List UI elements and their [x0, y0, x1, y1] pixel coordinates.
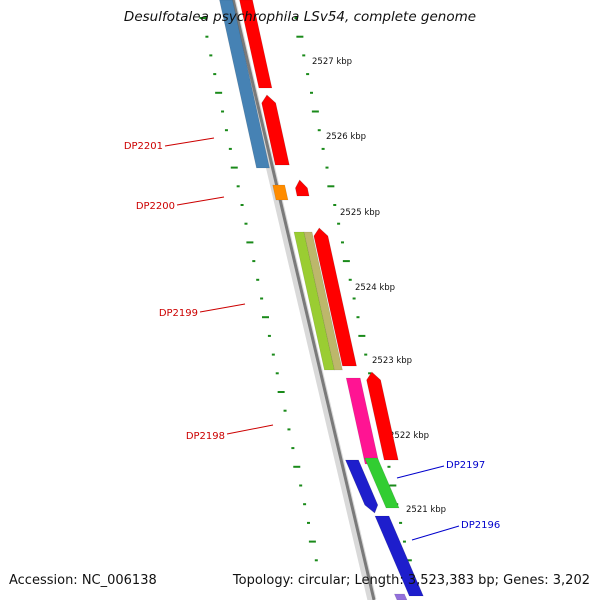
gene-leader-line — [226, 424, 274, 435]
cds-arrow-dp2200 — [295, 179, 310, 197]
genome-summary: Topology: circular; Length: 3,523,383 bp… — [232, 573, 590, 588]
cds-arrow-dp2199 — [313, 227, 357, 367]
kbp-tick-label: 2522 kbp — [389, 431, 429, 441]
gene-leader-line — [396, 465, 445, 479]
gene-label-dp2201: DP2201 — [124, 141, 163, 152]
gene-label-dp2200: DP2200 — [136, 201, 175, 212]
cds-arrow-dp2197 — [345, 459, 379, 514]
cog-band-dp2196 — [393, 593, 408, 600]
feature-layer — [219, 0, 424, 600]
backbone-line — [231, 0, 376, 600]
cds-dp2201-upper — [239, 0, 273, 89]
inner-tick-track — [199, 17, 318, 562]
label-layer: DP2201 DP2200 DP2199 DP2198 DP2197 DP2196 — [124, 137, 500, 541]
kbp-tick-label: 2525 kbp — [340, 208, 380, 218]
gene-label-dp2199: DP2199 — [159, 308, 198, 319]
cog-band-dp2200 — [272, 184, 289, 201]
kbp-tick-label: 2527 kbp — [312, 57, 352, 67]
kbp-tick-label: 2526 kbp — [326, 132, 366, 142]
gene-label-dp2196: DP2196 — [461, 520, 500, 531]
cds-arrow-dp2198 — [366, 371, 399, 461]
gene-leader-line — [411, 525, 460, 541]
kbp-tick-label: 2523 kbp — [372, 356, 412, 366]
kbp-tick-label: 2524 kbp — [355, 283, 395, 293]
backbone-shadow — [226, 0, 377, 600]
cog-band-dp2201 — [219, 0, 270, 169]
gene-leader-line — [176, 196, 225, 206]
cog-band-dp2197 — [364, 457, 400, 509]
map-title: Desulfotalea psychrophila LSv54, complet… — [123, 9, 477, 25]
cog-band2-dp2199 — [303, 231, 343, 371]
tick-layer: 2527 kbp 2526 kbp 2525 kbp 2524 kbp 2523 kbp… — [199, 17, 446, 562]
cds-dp2196 — [374, 515, 424, 597]
gene-leader-line — [199, 303, 246, 313]
gene-label-dp2198: DP2198 — [186, 431, 225, 442]
gene-label-dp2197: DP2197 — [446, 460, 485, 471]
kbp-tick-label: 2521 kbp — [406, 505, 446, 515]
gene-leader-line — [164, 137, 215, 147]
cds-arrow-dp2201 — [261, 94, 290, 166]
backbone-layer — [226, 0, 377, 600]
accession-label: Accession: NC_006138 — [9, 573, 157, 588]
